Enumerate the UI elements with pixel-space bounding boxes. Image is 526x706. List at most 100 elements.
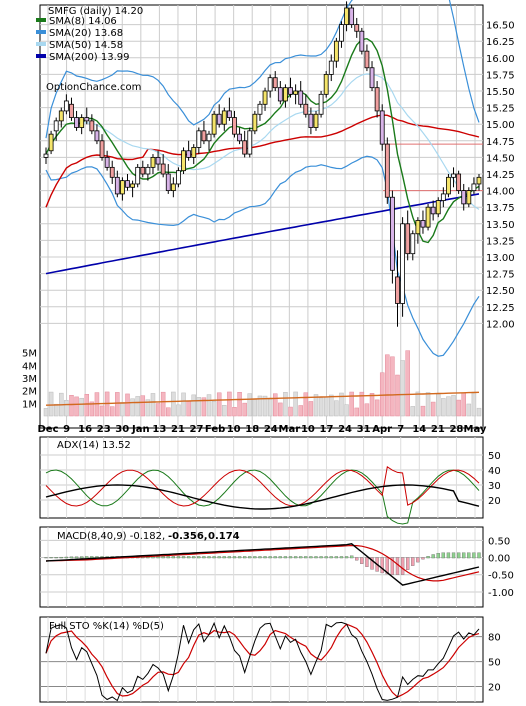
- macd-hist-bar: [329, 556, 333, 559]
- macd-hist-bar: [69, 556, 74, 559]
- macd-hist-bar: [227, 556, 232, 559]
- candle-body: [186, 150, 192, 158]
- adx-axis-ticks: 50 40 30 20: [488, 451, 501, 507]
- price-tick-label: 14.25: [486, 170, 515, 181]
- candle-body: [150, 156, 156, 168]
- candle-body: [435, 200, 441, 215]
- candle-body: [221, 110, 227, 125]
- adx-minus-di: [45, 465, 480, 507]
- x-tick-label: 18: [245, 424, 259, 435]
- candle-body: [446, 176, 451, 195]
- panel-tick-label: 30: [488, 481, 501, 492]
- candle-body: [456, 173, 462, 192]
- x-tick-label: Apr: [372, 424, 392, 435]
- panel-tick-label: 0.00: [488, 554, 510, 565]
- candle-body: [176, 170, 181, 185]
- volume-bar: [69, 395, 74, 417]
- candle-body: [211, 113, 217, 135]
- candle-body: [379, 110, 385, 145]
- price-axis-ticks: 16.50 16.25 16.00 15.75 15.50 15.25 15.00 14.75…: [486, 21, 515, 331]
- candle-body: [130, 183, 136, 188]
- volume-bar: [323, 396, 329, 417]
- macd-hist-bar: [293, 556, 298, 559]
- macd-hist-bar: [54, 557, 58, 559]
- panel-tick-label: 40: [488, 466, 501, 477]
- volume-bar: [476, 407, 482, 417]
- macd-hist-bar: [212, 556, 216, 559]
- volume-bar: [410, 406, 416, 417]
- price-tick-label: 12.00: [486, 319, 515, 330]
- volume-average-line: [45, 391, 480, 406]
- candle-body: [430, 206, 436, 215]
- macd-hist-bar: [477, 552, 481, 559]
- macd-hist-bar: [283, 556, 288, 559]
- macd-hist-bar: [472, 552, 476, 559]
- volume-bar: [359, 391, 365, 417]
- volume-bar: [150, 393, 156, 417]
- macd-hist-bar: [288, 556, 293, 559]
- legend-swatch: [36, 30, 46, 34]
- macd-hist-bar: [426, 556, 430, 559]
- volume-bar: [313, 394, 319, 417]
- macd-hist-bar: [349, 555, 354, 559]
- price-tick-label: 12.75: [486, 270, 515, 281]
- volume-bar: [364, 403, 370, 417]
- macd-hist-bar: [370, 557, 374, 570]
- macd-hist-bar: [268, 556, 272, 559]
- macd-hist-bar: [161, 556, 165, 559]
- volume-tick-label: 2M: [22, 387, 37, 398]
- volume-bar: [441, 398, 446, 417]
- volume-bar: [405, 350, 410, 417]
- price-tick-label: 15.25: [486, 104, 515, 115]
- candle-body: [206, 133, 212, 142]
- candle-body: [114, 176, 120, 195]
- macd-hist-bar: [421, 557, 425, 560]
- volume-bar: [74, 396, 79, 417]
- sto-axis-ticks: 80 50 20: [488, 633, 501, 694]
- candle-body: [298, 90, 304, 105]
- x-tick-label: 27: [190, 424, 204, 435]
- macd-hist-bar: [451, 552, 456, 559]
- x-tick-label: May: [464, 424, 487, 435]
- price-tick-label: 12.50: [486, 286, 515, 297]
- candle-body: [257, 103, 263, 115]
- macd-hist-bar: [192, 556, 196, 559]
- macd-hist-bar: [462, 552, 466, 559]
- watermark: OptionChance.com: [46, 82, 141, 93]
- candle-body: [247, 130, 253, 155]
- macd-hist-bar: [258, 556, 262, 559]
- x-tick-label: 7: [397, 424, 404, 435]
- macd-hist-bar: [385, 557, 389, 575]
- volume-bar: [120, 402, 125, 417]
- candle-body: [63, 100, 69, 112]
- macd-hist-bar: [207, 556, 211, 559]
- volume-bar: [125, 393, 130, 417]
- price-tick-label: 13.50: [486, 220, 515, 231]
- volume-bar: [176, 404, 181, 417]
- candle-body: [181, 150, 186, 172]
- macd-hist-bar: [253, 556, 257, 559]
- macd-hist-bar: [181, 556, 186, 559]
- macd-hist-bar: [441, 552, 445, 559]
- volume-bar: [89, 401, 95, 417]
- macd-hist-bar: [49, 557, 53, 559]
- candle-body: [349, 7, 355, 26]
- volume-bar: [278, 402, 283, 417]
- macd-hist-bar: [309, 556, 313, 559]
- candle-body: [170, 183, 176, 192]
- macd-hist-bar: [197, 556, 201, 559]
- volume-bar: [206, 394, 212, 417]
- volume-bar: [186, 400, 191, 417]
- macd-hist-bar: [344, 556, 349, 559]
- volume-bar: [191, 394, 196, 417]
- x-tick-label: 28: [449, 424, 463, 435]
- candle-body: [476, 176, 482, 185]
- volume-bar: [293, 391, 298, 417]
- candle-body: [135, 166, 141, 185]
- legend-entry: SMA(200) 13.99: [49, 52, 130, 63]
- volume-bar: [461, 392, 466, 417]
- candle-body: [389, 196, 395, 271]
- candle-body: [318, 93, 324, 115]
